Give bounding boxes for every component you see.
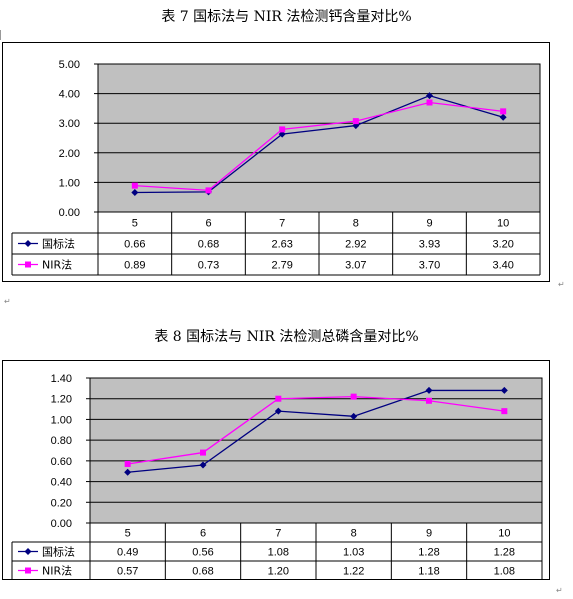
calcium-comparison-chart: 0.00 1.00 2.00 3.00 4.00 5.00 5 6 7 8 9 10 国标法 0.66 0.… [2,42,550,282]
margin-corner-mark [0,30,7,40]
data-point-guobiao [274,407,282,415]
data-table-value: 1.18 [418,566,439,578]
x-category-label: 5 [125,528,131,540]
data-point-guobiao [425,386,433,394]
data-table-value: 3.40 [492,260,513,272]
y-tick-label: 0.40 [51,477,72,489]
series-line-nir [134,101,504,192]
paragraph-mark-icon: ↵ [556,586,563,595]
data-table-value: 1.08 [268,547,289,559]
x-category-label: 6 [205,218,211,230]
x-category-label: 7 [279,218,285,230]
data-point-nir [205,187,212,194]
x-category-label: 8 [351,528,357,540]
data-table-value: 0.56 [192,547,213,559]
data-point-guobiao [426,92,433,100]
y-tick-label: 5.00 [59,59,80,71]
data-table-value: 0.57 [117,566,138,578]
x-category-label: 6 [200,528,206,540]
data-point-guobiao [350,412,358,420]
x-category-label: 7 [275,528,281,540]
data-table-value: 0.73 [198,260,219,272]
x-category-label: 8 [353,218,359,230]
data-point-nir [350,393,357,400]
y-tick-label: 0.60 [51,456,72,468]
data-point-nir [200,449,206,456]
plot-area [97,63,541,213]
data-table-value: 1.28 [418,547,439,559]
data-table-value: 1.03 [343,547,364,559]
x-category-label: 10 [497,218,509,230]
data-table-value: 1.08 [494,566,515,578]
legend-label: NIR法 [42,564,72,578]
data-table-value: 1.22 [343,566,364,578]
y-tick-label: 0.80 [51,435,72,447]
data-table-value: 2.92 [345,239,366,251]
data-table-value: 1.28 [494,547,515,559]
y-tick-label: 1.00 [59,177,80,189]
data-point-nir [501,408,508,415]
data-point-nir [426,99,433,106]
y-tick-label: 1.20 [51,394,72,406]
y-tick-label: 4.00 [59,89,80,101]
data-point-guobiao [500,386,508,394]
paragraph-mark-icon: ↵ [558,280,565,289]
y-tick-label: 0.00 [59,207,80,219]
y-tick-label: 3.00 [59,118,80,130]
legend-marker [24,240,32,247]
legend-marker [25,261,31,268]
data-table-value: 3.07 [345,260,366,272]
data-table-value: 0.89 [124,260,145,272]
data-point-guobiao [199,461,207,469]
data-point-nir [500,108,507,115]
data-point-nir [352,118,359,125]
x-category-label: 5 [132,218,138,230]
chart-2-title: 表 8 国标法与 NIR 法检测总磷含量对比% [154,329,419,345]
data-table-value: 3.93 [419,239,440,251]
data-point-guobiao [124,468,132,476]
y-tick-label: 1.00 [51,414,72,426]
data-point-nir [275,395,282,402]
chart-1-title: 表 7 国标法与 NIR 法检测钙含量对比% [161,9,412,25]
x-category-label: 10 [498,528,510,540]
data-table-value: 0.68 [198,239,219,251]
series-line-nir [127,395,505,465]
data-point-nir [124,460,131,467]
data-table-value: 2.79 [271,260,292,272]
legend-marker [24,548,32,555]
plot-area [89,377,543,524]
y-tick-label: 0.20 [51,497,72,509]
data-table-value: 3.20 [492,239,513,251]
data-table-value: 2.63 [271,239,292,251]
data-table-value: 0.68 [192,566,213,578]
data-table-value: 1.20 [268,566,289,578]
legend-label: 国标法 [42,237,75,251]
data-table-value: 0.49 [117,547,138,559]
y-tick-label: 0.00 [51,518,72,530]
series-line-guobiao [127,389,505,473]
data-point-guobiao [499,113,507,121]
paragraph-mark-icon: ↵ [4,297,11,306]
data-table-value: 0.66 [124,239,145,251]
data-point-nir [426,397,432,404]
data-point-nir [279,126,286,133]
x-category-label: 9 [426,218,432,230]
data-point-nir [131,182,138,189]
x-category-label: 9 [426,528,432,540]
legend-marker [25,567,31,574]
data-table-value: 3.70 [419,260,440,272]
series-line-guobiao [134,94,504,194]
data-point-guobiao [131,188,139,196]
y-tick-label: 1.40 [51,373,72,385]
legend-label: NIR法 [42,258,72,272]
y-tick-label: 2.00 [59,148,80,160]
phosphorus-comparison-chart: 0.00 0.20 0.40 0.60 0.80 1.00 1.20 1.40 5 6 7 8 9 10 国… [2,360,550,580]
legend-label: 国标法 [42,545,75,559]
